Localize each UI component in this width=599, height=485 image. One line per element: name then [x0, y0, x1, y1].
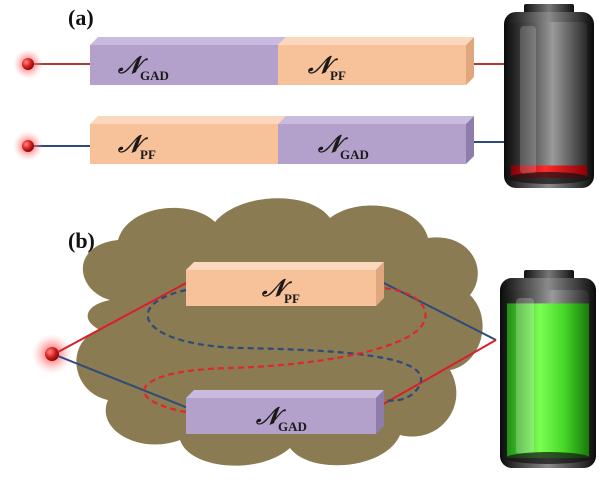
particle-icon [22, 140, 34, 152]
channel-pf-box: 𝒩 PF [186, 262, 384, 306]
channel-pf-subscript: PF [330, 68, 346, 83]
channel-pf-subscript: PF [284, 291, 300, 306]
channel-gad-subscript: GAD [340, 147, 369, 162]
channel-gad-box: 𝒩 GAD [90, 37, 286, 85]
channel-pf-box: 𝒩 PF [278, 37, 474, 85]
channel-gad-subscript: GAD [140, 68, 169, 83]
panel-b-label: (b) [68, 228, 95, 253]
superposition-paths [143, 286, 427, 414]
panel-a-label: (a) [68, 5, 94, 30]
battery-level-fill [507, 303, 589, 458]
battery-low-icon [504, 4, 594, 188]
battery-full-icon [500, 270, 596, 468]
channel-pf-box: 𝒩 PF [90, 116, 286, 164]
channel-gad-box: 𝒩 GAD [186, 390, 384, 434]
channel-gad-subscript: GAD [278, 419, 307, 434]
channel-pf-subscript: PF [140, 147, 156, 162]
panel-a-top-row: 𝒩 GAD 𝒩 PF [13, 37, 506, 85]
channel-gad-box: 𝒩 GAD [278, 116, 474, 164]
particle-icon [45, 347, 59, 361]
panel-a-bottom-row: 𝒩 PF 𝒩 GAD [13, 116, 506, 164]
particle-icon [22, 58, 34, 70]
